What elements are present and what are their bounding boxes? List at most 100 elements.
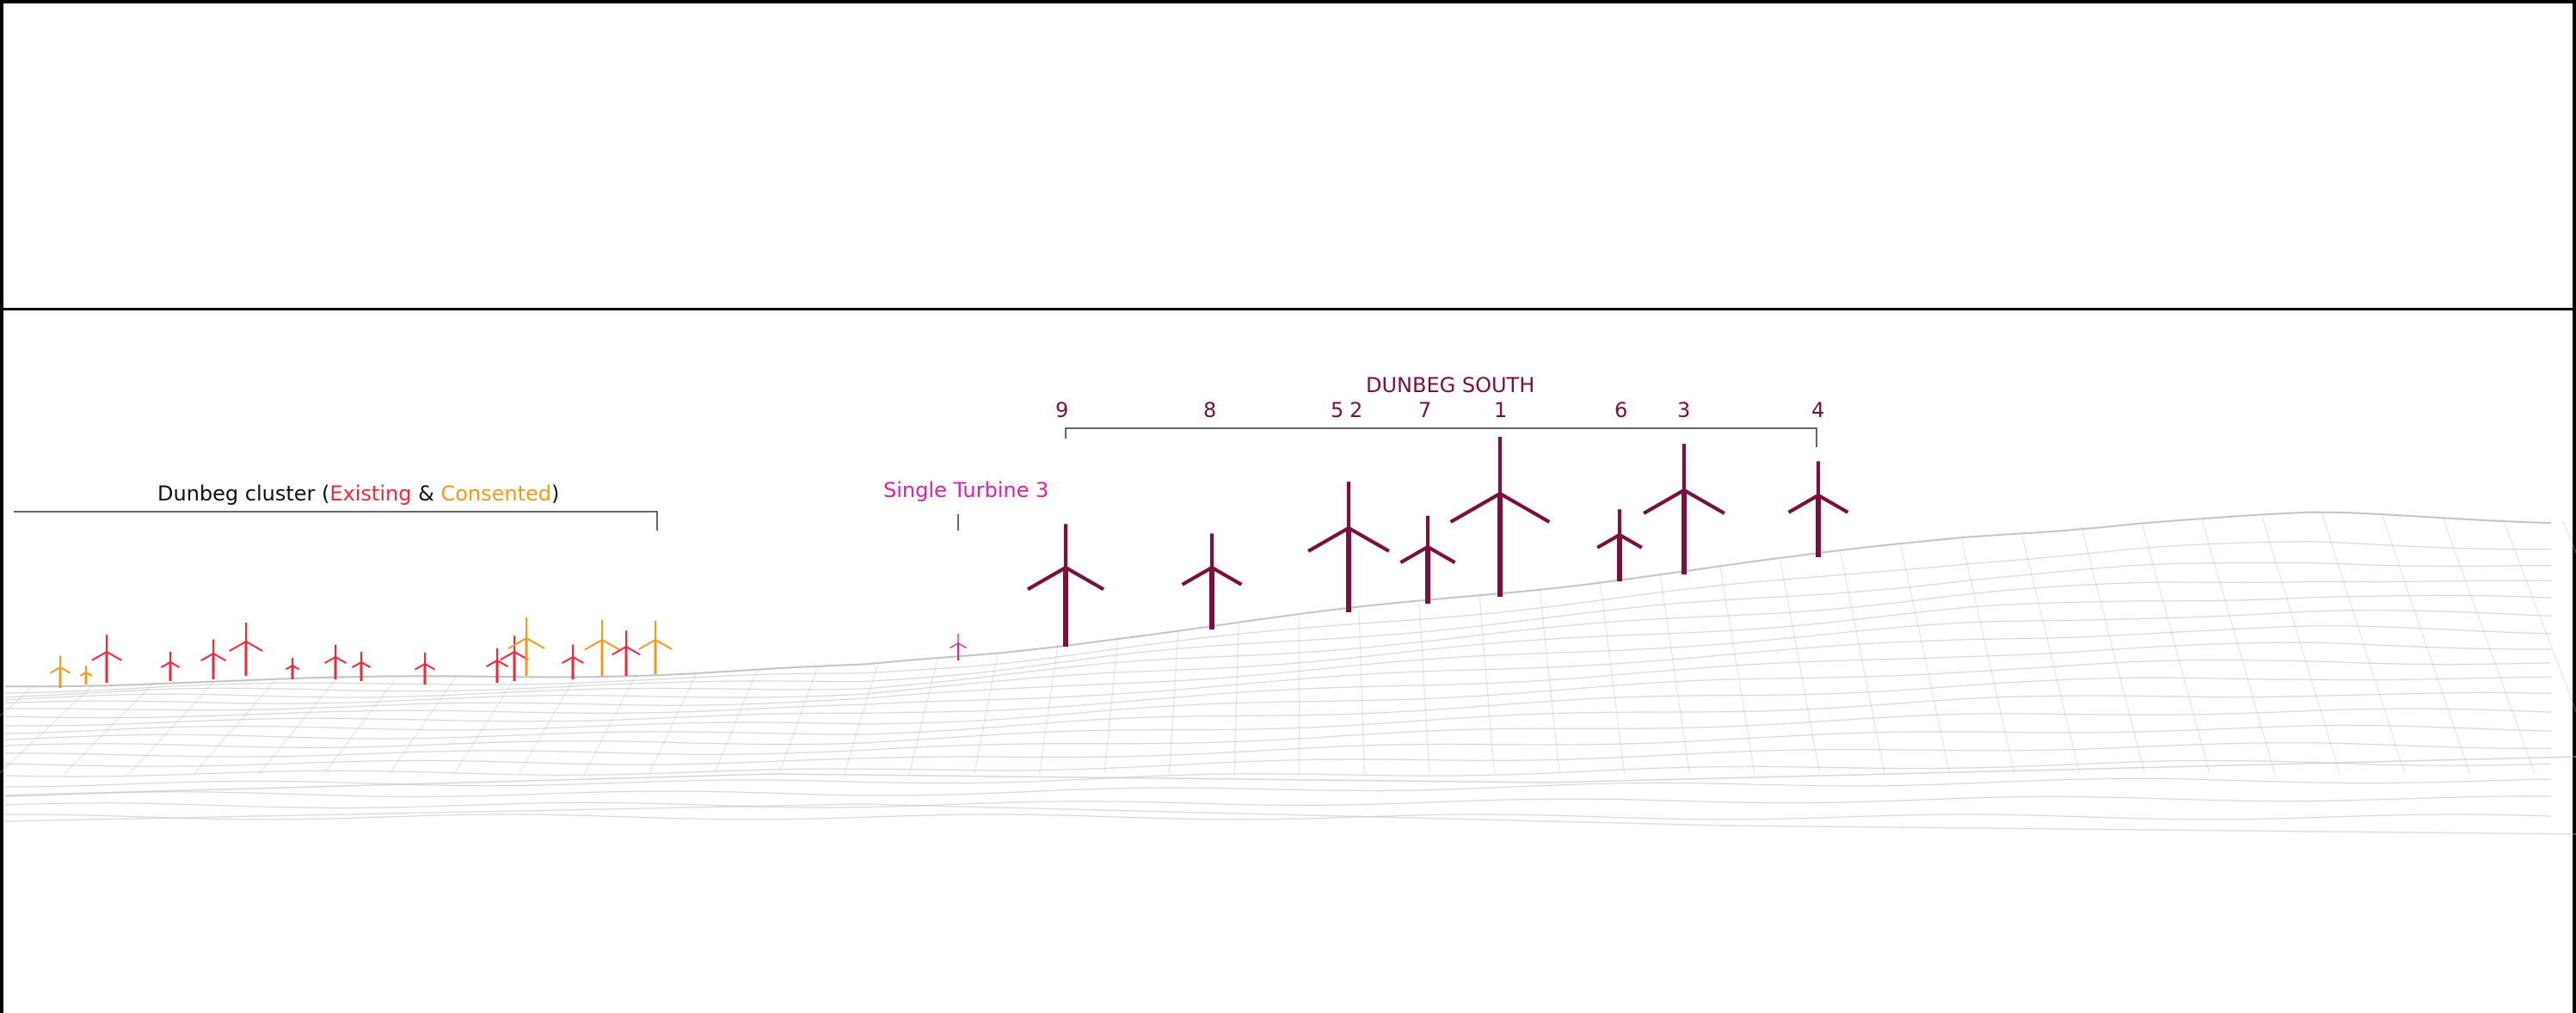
cluster-label-existing: Existing: [329, 482, 412, 506]
grid-line: [1719, 566, 1755, 775]
proposed-turbine: [1026, 524, 1105, 647]
cluster-bracket: [14, 511, 658, 531]
grid-line: [1358, 609, 1365, 775]
turbine-number-4: 4: [1811, 398, 1825, 422]
blade: [496, 660, 508, 668]
grid-line: [0, 683, 95, 774]
blade: [584, 639, 603, 651]
turbine-number-7: 7: [1418, 398, 1432, 422]
turbine-number-2: 2: [1349, 398, 1363, 422]
blade: [572, 656, 584, 665]
blade: [91, 651, 108, 661]
existing-turbine: [285, 658, 300, 679]
existing-turbine: [200, 639, 226, 679]
panel-divider: [0, 308, 2576, 310]
proposed-turbine: [1307, 482, 1390, 612]
single-turbine-label: Single Turbine 3: [883, 478, 1049, 502]
grid-line: [1233, 623, 1239, 775]
contour-line: [4, 742, 2552, 777]
blade: [612, 646, 627, 656]
existing-turbine: [351, 651, 372, 681]
existing-turbine: [414, 652, 436, 685]
grid-line: [2141, 521, 2210, 775]
existing-turbine: [324, 644, 347, 679]
consented-turbine: [79, 666, 93, 685]
blade: [212, 653, 226, 662]
contour-line: [4, 642, 2552, 727]
grid-line: [1104, 635, 1119, 775]
grid-line: [0, 685, 35, 716]
blade: [1181, 566, 1214, 586]
cluster-label-amp: &: [411, 482, 441, 506]
proposed-turbine: [1643, 444, 1725, 574]
blade: [1643, 488, 1686, 515]
grid-line: [583, 672, 637, 775]
grid-line: [1539, 587, 1560, 775]
turbines: [49, 437, 1849, 688]
far-contour-line: [4, 756, 2576, 796]
grid-line: [844, 665, 878, 775]
blade: [335, 656, 347, 665]
existing-turbine: [91, 635, 122, 683]
existing-turbine: [160, 651, 181, 681]
contour-line: [4, 795, 2552, 809]
blade: [562, 656, 574, 665]
grid-line: [1960, 537, 2015, 775]
blade: [360, 661, 372, 668]
grid-line: [1038, 644, 1059, 775]
existing-turbine: [486, 648, 508, 683]
grid-line: [1418, 601, 1430, 775]
grid-line: [974, 652, 999, 775]
blade: [245, 641, 263, 652]
contour-line: [4, 562, 2552, 698]
proposed-turbine: [1181, 533, 1243, 629]
grid-line: [64, 681, 156, 775]
turbine-number-8: 8: [1203, 398, 1217, 422]
existing-turbine: [612, 630, 641, 676]
contour-line: [5, 813, 2552, 820]
contour-line: [4, 659, 2552, 734]
blade: [1307, 526, 1350, 553]
grid-line: [2321, 513, 2406, 775]
grid-line: [1840, 552, 1885, 775]
blade: [601, 639, 620, 651]
blade: [324, 656, 336, 665]
turbine-number-6: 6: [1614, 398, 1628, 422]
contour-line: [4, 777, 2552, 798]
blade: [424, 663, 436, 671]
blade: [1426, 545, 1456, 564]
consented-turbine: [507, 617, 545, 676]
grid-line: [2562, 520, 2576, 555]
blade: [1817, 494, 1849, 514]
blade: [1498, 492, 1551, 524]
grid-line: [2382, 515, 2471, 775]
turbine-number-5: 5: [1331, 398, 1344, 422]
contour-line: [4, 724, 2552, 767]
proposed-turbine: [1596, 509, 1643, 581]
blade: [292, 665, 300, 671]
proposed-turbine: [1399, 515, 1456, 604]
blade: [169, 661, 181, 668]
proposed-turbine: [1787, 461, 1849, 557]
blade: [1787, 494, 1820, 514]
existing-turbine: [500, 635, 529, 681]
blade: [957, 642, 967, 649]
blade: [655, 639, 673, 650]
contour-line: [4, 541, 2551, 694]
grid-line: [2020, 531, 2081, 775]
blade: [1399, 545, 1429, 564]
grid-line: [1900, 544, 1951, 775]
blade: [526, 637, 545, 650]
grid-line: [2502, 519, 2576, 713]
blade: [1026, 566, 1067, 592]
grid-line: [453, 675, 517, 775]
blade: [160, 661, 171, 668]
blade: [1682, 488, 1725, 515]
grid-line: [2442, 517, 2536, 775]
consented-turbine: [638, 621, 673, 674]
grid-line: [323, 678, 397, 775]
grid-line: [2081, 526, 2146, 775]
grid-line: [778, 668, 818, 775]
blade: [507, 637, 527, 650]
grid-line: [2261, 516, 2340, 775]
